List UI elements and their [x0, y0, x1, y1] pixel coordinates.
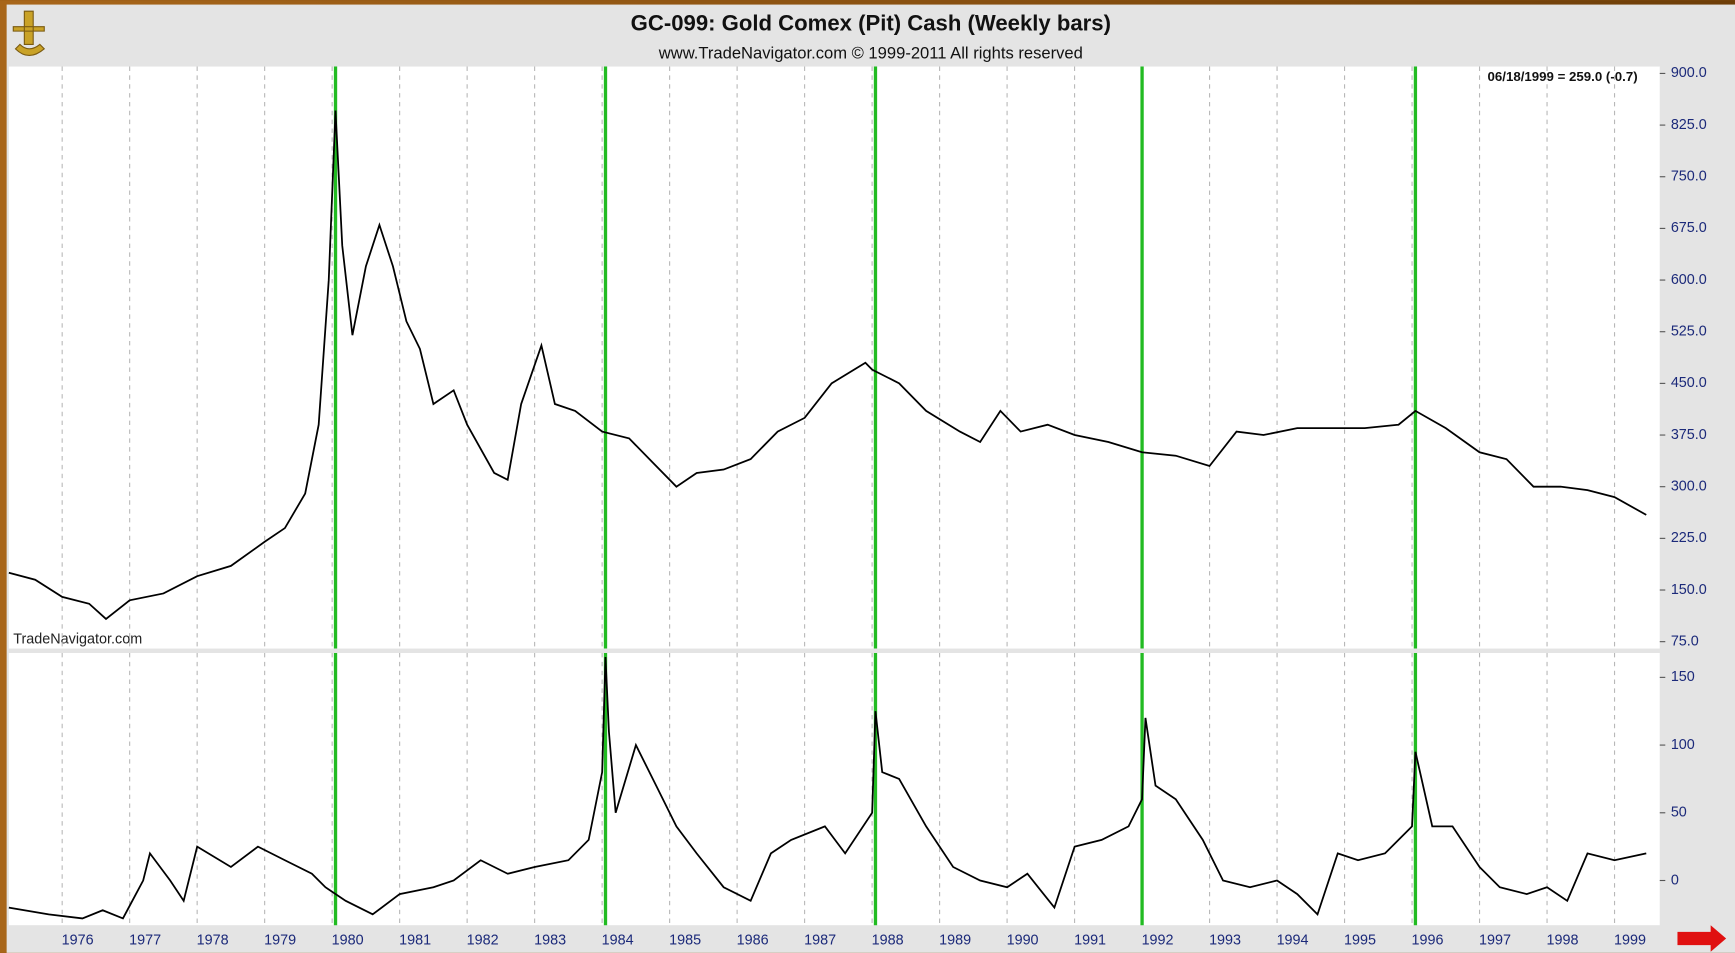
x-tick-label: 1981: [399, 932, 431, 948]
x-tick-label: 1987: [804, 932, 836, 948]
x-tick-label: 1985: [669, 932, 701, 948]
x-tick-label: 1993: [1209, 932, 1241, 948]
x-tick-label: 1992: [1142, 932, 1174, 948]
y-tick-label: 300.0: [1671, 478, 1707, 494]
y-tick-label: 150: [1671, 669, 1695, 685]
y-tick-label: 225.0: [1671, 530, 1707, 546]
x-tick-label: 1991: [1074, 932, 1106, 948]
x-tick-label: 1982: [467, 932, 499, 948]
chart-subtitle: www.TradeNavigator.com © 1999-2011 All r…: [658, 44, 1083, 63]
x-tick-label: 1988: [872, 932, 904, 948]
y-tick-label: 50: [1671, 805, 1687, 821]
y-tick-label: 100: [1671, 737, 1695, 753]
x-tick-label: 1979: [264, 932, 296, 948]
logo: [12, 10, 46, 57]
x-tick-label: 1997: [1479, 932, 1511, 948]
x-tick-label: 1999: [1614, 932, 1646, 948]
y-tick-label: 375.0: [1671, 427, 1707, 443]
chart-title: GC-099: Gold Comex (Pit) Cash (Weekly ba…: [631, 10, 1111, 35]
x-tick-label: 1995: [1344, 932, 1376, 948]
y-tick-label: 0: [1671, 872, 1679, 888]
price-line: [8, 657, 1647, 920]
watermark: TradeNavigator.com: [13, 632, 142, 648]
y-tick-label: 825.0: [1671, 117, 1707, 133]
y-tick-label: 450.0: [1671, 375, 1707, 391]
x-tick-label: 1996: [1412, 932, 1444, 948]
x-tick-label: 1986: [737, 932, 769, 948]
y-tick-label: 75.0: [1671, 633, 1699, 649]
y-tick-label: 150.0: [1671, 582, 1707, 598]
y-tick-label: 900.0: [1671, 65, 1707, 81]
upper-plot: [8, 66, 1660, 649]
lower-plot: [8, 652, 1660, 926]
x-tick-label: 1980: [332, 932, 364, 948]
y-tick-label: 600.0: [1671, 272, 1707, 288]
x-tick-label: 1984: [602, 932, 634, 948]
y-tick-label: 750.0: [1671, 169, 1707, 185]
x-tick-label: 1998: [1547, 932, 1579, 948]
x-tick-label: 1990: [1007, 932, 1039, 948]
x-tick-label: 1989: [939, 932, 971, 948]
scroll-arrow[interactable]: [1677, 925, 1727, 952]
x-tick-label: 1978: [197, 932, 229, 948]
y-tick-label: 675.0: [1671, 220, 1707, 236]
last-value: 06/18/1999 = 259.0 (-0.7): [1488, 69, 1638, 84]
y-tick-label: 525.0: [1671, 324, 1707, 340]
x-tick-label: 1976: [62, 932, 94, 948]
x-tick-label: 1977: [129, 932, 161, 948]
price-line: [8, 110, 1647, 621]
x-tick-label: 1983: [534, 932, 566, 948]
x-tick-label: 1994: [1277, 932, 1309, 948]
